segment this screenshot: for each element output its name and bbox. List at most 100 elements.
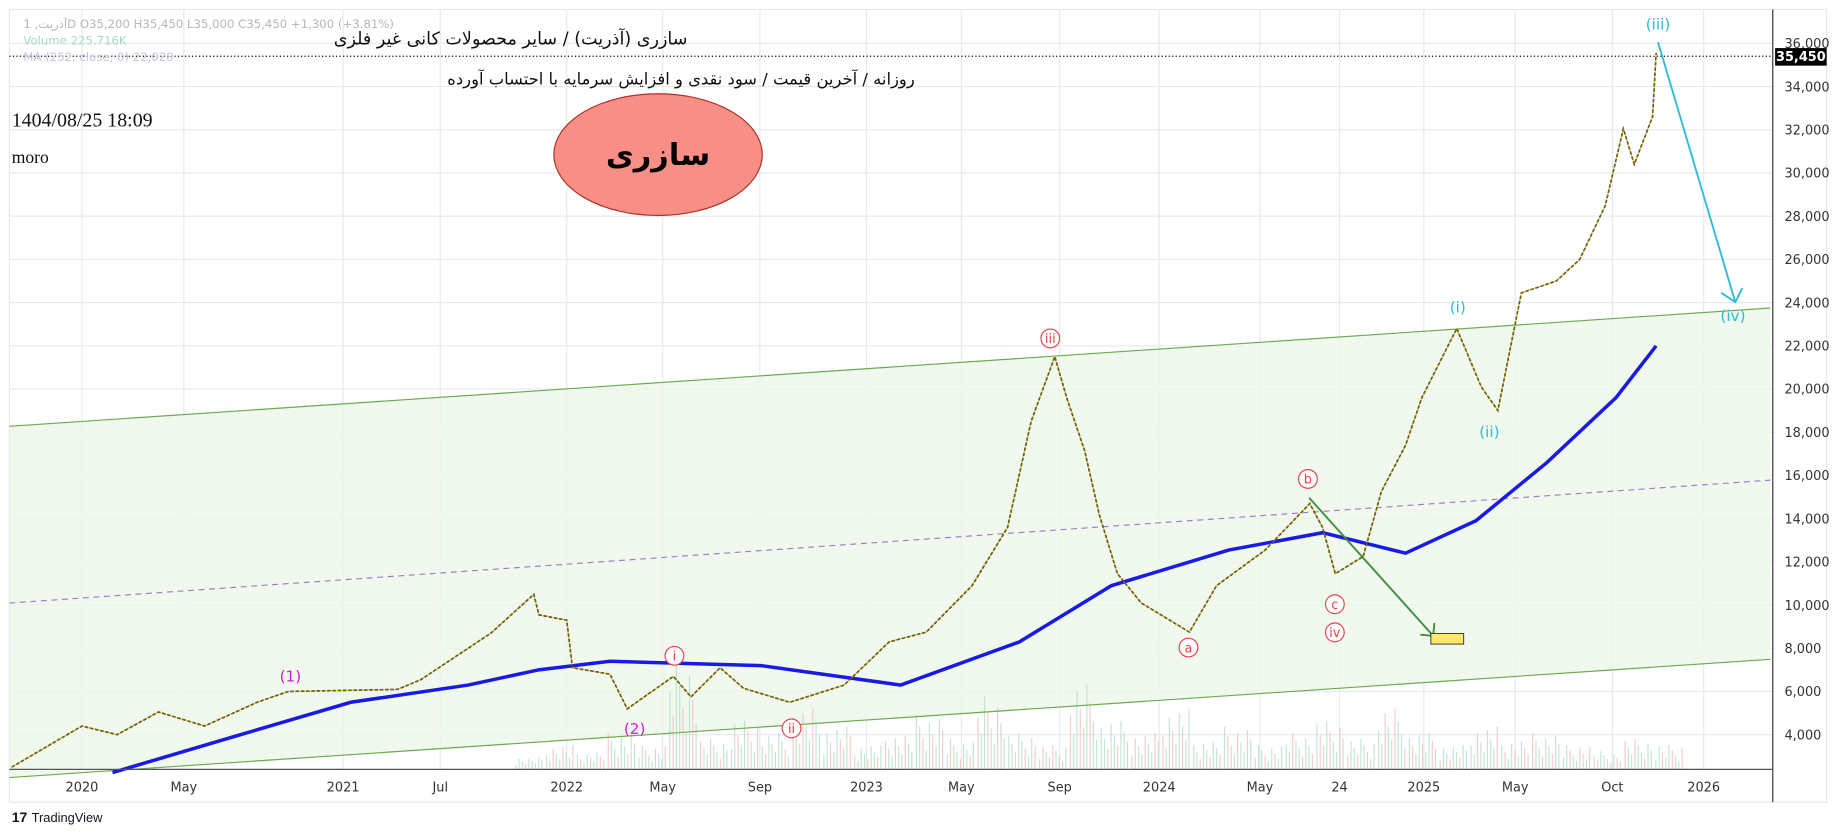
wave-label-a[interactable]: a <box>1185 641 1193 656</box>
volume-bar <box>1131 756 1133 770</box>
volume-bar <box>949 739 952 770</box>
symbol-badge[interactable]: سازری <box>553 93 763 217</box>
wave-label-iii[interactable]: (iii) <box>1646 15 1671 33</box>
volume-bar <box>747 731 749 770</box>
last-price-label: 35,450 <box>1775 48 1827 66</box>
volume-bar <box>778 733 780 770</box>
volume-bar <box>1514 750 1516 770</box>
volume-bar <box>531 760 533 770</box>
title-line1: سازری (آذریت) / سایر محصولات کانی غیر فل… <box>334 28 688 50</box>
projection-arrow-cyan[interactable] <box>1657 41 1744 304</box>
volume-bar <box>1096 739 1098 770</box>
time-axis[interactable]: 2020 May 2021 Jul 2022 May Sep 2023 May Sep 2024 Ma… <box>66 781 1721 796</box>
volume-bar <box>669 691 671 770</box>
volume-bar <box>1507 758 1509 770</box>
volume-bar <box>966 750 968 770</box>
volume-bar <box>1120 720 1122 770</box>
wave-circle <box>1040 328 1061 349</box>
wave-label-b[interactable]: b <box>1304 473 1312 488</box>
volume-bar <box>1172 730 1174 770</box>
volume-bar <box>1250 739 1252 770</box>
volume-bar <box>703 747 705 770</box>
volume-bar <box>1465 750 1468 770</box>
volume-bar <box>1193 745 1195 770</box>
volume-bar <box>1165 748 1167 770</box>
volume-bar <box>1631 754 1633 770</box>
volume-bar <box>1593 756 1595 770</box>
volume-bar <box>823 754 825 770</box>
volume-bar <box>1668 745 1670 770</box>
volume-bar <box>572 745 574 770</box>
wave-label-i[interactable]: (i) <box>1450 299 1466 317</box>
volume-bar <box>1476 733 1479 770</box>
wave-label-ii[interactable]: ii <box>788 722 795 737</box>
volume-bar <box>1061 760 1064 770</box>
volume-bar <box>685 731 687 770</box>
wave-label-c[interactable]: c <box>1331 598 1338 613</box>
wave-label-iv[interactable]: iv <box>1329 626 1341 641</box>
volume-bar <box>546 755 548 770</box>
volume-bar <box>541 759 543 770</box>
y-tick-label: 18,000 <box>1784 426 1829 441</box>
tradingview-logo-icon: 17 <box>12 809 28 825</box>
volume-bar <box>919 726 921 770</box>
volume-bar <box>1418 735 1420 770</box>
volume-bar <box>894 738 896 770</box>
volume-bar <box>688 676 691 770</box>
volume-bar <box>1000 722 1002 770</box>
volume-bar <box>1661 752 1664 770</box>
volume-bar <box>764 754 767 770</box>
volume-bar <box>925 750 927 770</box>
volume-bar <box>596 752 598 770</box>
wave-label-ii[interactable]: (ii) <box>1479 423 1499 441</box>
volume-bar <box>953 745 955 770</box>
channel-upper-line[interactable] <box>9 307 1771 427</box>
volume-bar <box>624 746 626 770</box>
volume-bar <box>799 743 801 770</box>
volume-bar <box>935 746 937 770</box>
wave-label-iii[interactable]: iii <box>1045 332 1056 347</box>
volume-bar <box>1336 752 1338 770</box>
volume-bar <box>593 761 595 770</box>
volume-bar <box>915 714 917 770</box>
volume-bar <box>1274 753 1276 770</box>
volume-bar <box>737 734 739 770</box>
volume-bar <box>672 715 674 770</box>
wave-label-1[interactable]: (1) <box>280 668 302 686</box>
channel-lower-line[interactable] <box>9 658 1771 779</box>
price-axis[interactable]: 36,00034,00032,00030,00028,00026,00024,0… <box>1784 37 1829 743</box>
volume-bar <box>1089 702 1091 770</box>
volume-bar <box>1431 740 1433 770</box>
wave-label-i[interactable]: i <box>673 649 677 664</box>
volume-bar <box>1206 750 1208 770</box>
volume-bar <box>959 758 961 770</box>
volume-bar <box>846 726 848 770</box>
ma-line[interactable] <box>112 344 1658 775</box>
x-tick-label: Oct <box>1601 781 1623 796</box>
volume-bar <box>1154 733 1156 770</box>
volume-bar <box>1452 746 1454 770</box>
volume-bar <box>552 748 554 770</box>
volume-bar <box>1644 758 1646 770</box>
volume-bar <box>1039 759 1041 770</box>
volume-bar <box>1227 736 1229 770</box>
volume-bar <box>1582 753 1584 770</box>
volume-bar <box>802 713 804 770</box>
volume-bar <box>638 757 640 770</box>
volume-bar <box>833 751 835 770</box>
volume-bar <box>1141 754 1143 770</box>
tradingview-logo[interactable]: 17 TradingView <box>12 809 103 825</box>
wave-circle <box>781 718 802 739</box>
volume-bar <box>863 753 866 770</box>
target-box[interactable] <box>1430 633 1465 645</box>
wave-label-iv[interactable]: (iv) <box>1720 307 1745 325</box>
wave-label-2[interactable]: (2) <box>624 720 646 738</box>
volume-bar <box>1535 740 1537 770</box>
x-tick-label: 2024 <box>1143 781 1176 796</box>
volume-bar <box>1319 734 1321 770</box>
volume-bar <box>1562 757 1565 770</box>
volume-bar <box>1147 743 1150 770</box>
x-tick-label: 2025 <box>1407 781 1440 796</box>
volume-bar <box>877 757 879 770</box>
